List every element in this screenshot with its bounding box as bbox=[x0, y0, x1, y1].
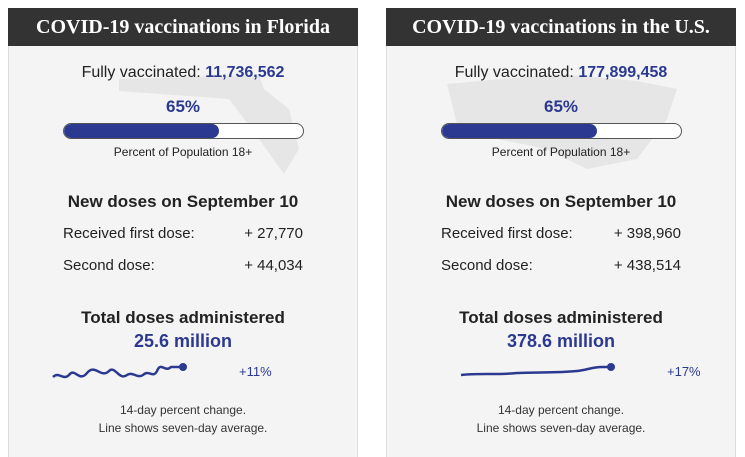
fully-label: Fully vaccinated: bbox=[81, 64, 201, 81]
percent-caption: Percent of Population 18+ bbox=[491, 145, 631, 159]
card: COVID-19 vaccinations in Florida Fully va… bbox=[8, 8, 358, 457]
map-shape bbox=[119, 75, 299, 174]
footnote: Line shows seven-day average. bbox=[476, 421, 646, 435]
row-value: + 438,514 bbox=[613, 257, 681, 274]
total-title: Total doses administered bbox=[81, 308, 285, 327]
footnote: Line shows seven-day average. bbox=[98, 421, 268, 435]
total-value: 378.6 million bbox=[506, 331, 616, 351]
change-label: +11% bbox=[239, 364, 272, 379]
sparkline bbox=[460, 363, 615, 377]
row-value: + 44,034 bbox=[244, 257, 303, 274]
map-silhouette bbox=[447, 74, 677, 169]
fully-value: 11,736,562 bbox=[205, 64, 285, 81]
percent-label: 65% bbox=[543, 97, 579, 116]
map-silhouette bbox=[119, 75, 299, 174]
card-title: COVID-19 vaccinations in Florida bbox=[8, 8, 358, 46]
fully-vaccinated: Fully vaccinated: 11,736,562 bbox=[9, 64, 357, 82]
progress-fill bbox=[64, 124, 220, 138]
progress-fill bbox=[442, 124, 598, 138]
sparkline-path bbox=[52, 365, 183, 379]
progress-bar bbox=[441, 123, 682, 139]
fully-vaccinated: Fully vaccinated: 177,899,458 bbox=[387, 64, 735, 82]
row-label: Second dose: bbox=[441, 257, 533, 274]
sparkline-dot bbox=[179, 363, 187, 371]
card-title: COVID-19 vaccinations in the U.S. bbox=[386, 8, 736, 46]
percent-caption: Percent of Population 18+ bbox=[113, 145, 253, 159]
row-label: Received first dose: bbox=[441, 225, 573, 242]
row-label: Received first dose: bbox=[63, 225, 195, 242]
row-value: + 398,960 bbox=[613, 225, 681, 242]
card: COVID-19 vaccinations in the U.S. Fully v… bbox=[386, 8, 736, 457]
sparkline-dot bbox=[607, 363, 615, 371]
fully-value: 177,899,458 bbox=[578, 64, 668, 81]
fully-label: Fully vaccinated: bbox=[454, 64, 574, 81]
total-title: Total doses administered bbox=[459, 308, 663, 327]
new-doses-title: New doses on September 10 bbox=[445, 192, 677, 211]
map-shape bbox=[447, 74, 677, 169]
row-value: + 27,770 bbox=[244, 225, 303, 242]
new-doses-title: New doses on September 10 bbox=[67, 192, 299, 211]
footnote: 14-day percent change. bbox=[119, 403, 247, 417]
change-label: +17% bbox=[667, 364, 701, 379]
total-value: 25.6 million bbox=[133, 331, 233, 351]
progress-bar bbox=[63, 123, 304, 139]
row-label: Second dose: bbox=[63, 257, 155, 274]
sparkline-path bbox=[460, 365, 611, 377]
percent-label: 65% bbox=[165, 97, 201, 116]
sparkline bbox=[52, 363, 187, 379]
footnote: 14-day percent change. bbox=[497, 403, 625, 417]
